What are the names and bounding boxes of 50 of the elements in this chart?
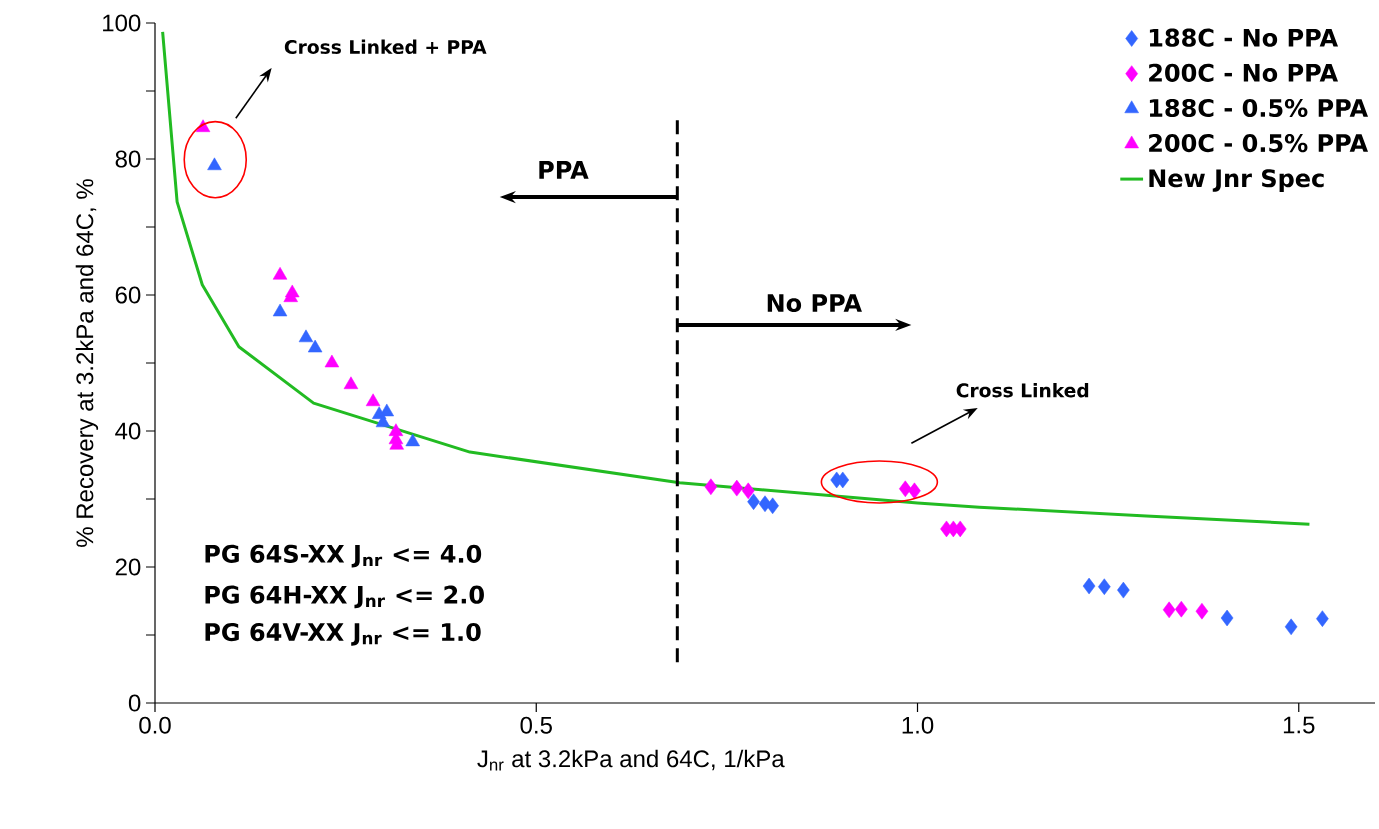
- y-axis-title: % Recovery at 3.2kPa and 64C, %: [75, 179, 99, 547]
- x-axis-title: J$_{nr}$ at 3.2kPa and 64C, 1/kPa: [477, 749, 785, 771]
- point: [1082, 577, 1096, 595]
- point: [343, 376, 359, 390]
- legend-label: 188C - 0.5% PPA: [1149, 98, 1369, 118]
- point: [766, 497, 779, 515]
- x-tick-label: 0.5: [520, 716, 552, 734]
- point: [1175, 600, 1188, 618]
- annotation: Cross Linked + PPA: [284, 39, 487, 55]
- point: [741, 482, 755, 500]
- annotation: PPA: [539, 161, 589, 179]
- legend-label: 188C - No PPA: [1149, 28, 1339, 47]
- point: [207, 157, 222, 171]
- point: [324, 354, 340, 368]
- annotation: Cross Linked: [956, 382, 1089, 398]
- point: [1117, 581, 1130, 599]
- x-tick-label: 1.0: [902, 716, 934, 734]
- point: [365, 393, 381, 407]
- y-tick-label: 80: [115, 150, 141, 168]
- y-tick-label: 0: [128, 694, 141, 712]
- point: [375, 414, 391, 428]
- point: [1284, 618, 1298, 636]
- x-tick-label: 1.5: [1283, 716, 1315, 734]
- point: [747, 493, 760, 510]
- point: [704, 478, 718, 496]
- point: [298, 329, 314, 343]
- annotation: PG 64S-XX J$_{nr}$ <= 4.0: [205, 544, 482, 568]
- legend-label: 200C - 0.5% PPA: [1149, 134, 1369, 153]
- y-tick-label: 60: [115, 286, 141, 304]
- y-tick-label: 40: [115, 422, 141, 440]
- point: [1195, 602, 1209, 620]
- point: [1220, 609, 1234, 627]
- point: [1098, 578, 1111, 595]
- point: [908, 482, 921, 500]
- point: [272, 267, 288, 280]
- legend-label: New Jnr Spec: [1149, 169, 1324, 192]
- annotation: PG 64H-XX J$_{nr}$ <= 2.0: [205, 585, 484, 609]
- legend-label: 200C - No PPA: [1149, 63, 1339, 82]
- point: [730, 479, 744, 497]
- point: [899, 480, 912, 498]
- y-tick-label: 20: [115, 558, 141, 576]
- point: [405, 433, 420, 447]
- point: [272, 303, 288, 317]
- y-tick-label: 100: [103, 14, 141, 32]
- annotation: PG 64V-XX J$_{nr}$ <= 1.0: [205, 623, 481, 646]
- annotation: No PPA: [767, 294, 862, 313]
- point: [307, 339, 323, 353]
- point: [1162, 601, 1176, 619]
- point: [1316, 610, 1329, 627]
- x-tick-label: 0.0: [139, 716, 171, 734]
